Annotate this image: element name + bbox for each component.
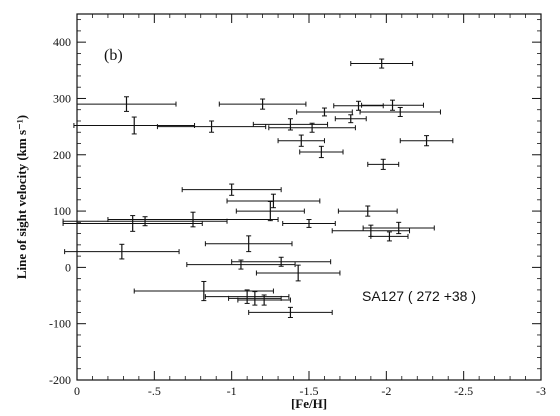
panel-label: (b)	[104, 47, 123, 64]
x-tick-label: -2.5	[454, 384, 473, 398]
data-point	[333, 100, 384, 111]
data-point	[218, 98, 307, 110]
data-point	[181, 183, 282, 196]
data-point	[359, 106, 441, 117]
data-point	[277, 134, 325, 147]
data-point	[282, 219, 336, 228]
data-point	[235, 201, 305, 222]
y-tick-label: 100	[53, 204, 71, 218]
data-point	[399, 135, 454, 147]
data-point	[350, 58, 414, 69]
data-point	[248, 306, 333, 318]
data-point	[156, 120, 267, 133]
x-tick-label: -.5	[148, 384, 161, 398]
data-point	[337, 205, 398, 217]
data-point	[62, 215, 203, 232]
x-tick-label: -3	[536, 384, 546, 398]
data-point	[252, 118, 329, 131]
x-tick-label: -1.5	[300, 384, 319, 398]
data-point	[362, 221, 435, 235]
field-annotation: SA127 ( 272 +38 )	[362, 288, 476, 304]
x-tick-labels: 0 -.5 -1 -1.5 -2 -2.5 -3	[74, 384, 546, 398]
data-point	[228, 291, 282, 306]
data-point	[76, 96, 177, 112]
data-point	[204, 289, 290, 304]
y-tick-label: 200	[53, 148, 71, 162]
data-point	[361, 99, 424, 111]
data-point	[204, 235, 293, 253]
data-point	[367, 158, 400, 170]
y-tick-label: 400	[53, 35, 71, 49]
x-tick-label: -1	[227, 384, 237, 398]
data-point	[64, 243, 180, 260]
y-tick-label: 300	[53, 91, 71, 105]
y-tick-labels: -200 -100 0 100 200 300 400	[49, 35, 71, 387]
axis-ticks	[76, 14, 542, 381]
x-axis-title: [Fe/H]	[291, 396, 327, 411]
data-point	[268, 122, 356, 133]
data-point	[107, 211, 279, 228]
data-points	[62, 58, 454, 318]
data-point	[226, 193, 321, 209]
plot-frame	[76, 13, 542, 381]
data-point	[299, 145, 344, 159]
data-point	[255, 264, 341, 282]
x-tick-label: 0	[74, 384, 80, 398]
x-tick-label: -2	[381, 384, 391, 398]
data-point	[133, 280, 274, 302]
data-point	[334, 114, 367, 124]
data-point	[296, 107, 353, 117]
y-tick-label: -100	[49, 317, 71, 331]
data-point	[186, 259, 296, 270]
data-point	[237, 294, 291, 306]
data-point	[370, 231, 409, 242]
data-point	[73, 116, 196, 135]
y-tick-label: -200	[49, 373, 71, 387]
y-tick-label: 0	[65, 260, 71, 274]
y-axis-title: Line of sight velocity (km s⁻¹)	[14, 115, 29, 279]
